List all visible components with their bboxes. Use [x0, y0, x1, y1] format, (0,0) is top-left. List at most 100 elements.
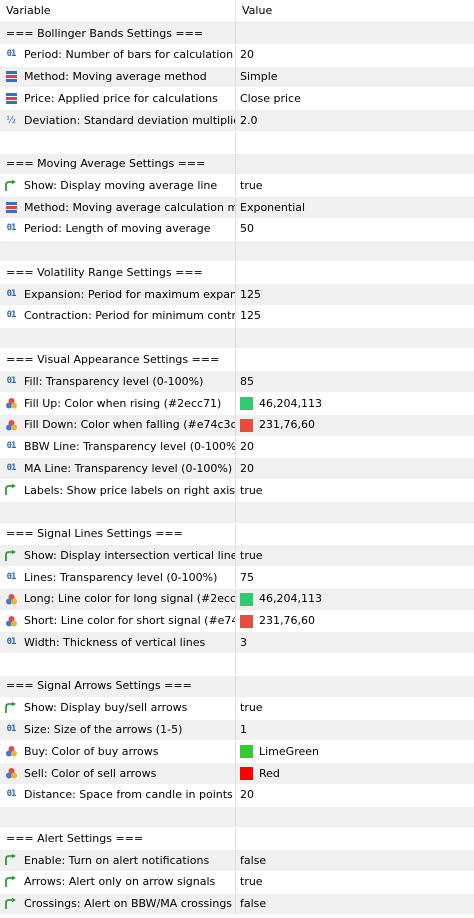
color-swatch[interactable] — [240, 766, 253, 780]
value-cell[interactable]: 125 — [236, 306, 474, 327]
variable-cell: === Signal Lines Settings === — [0, 523, 236, 545]
value-cell[interactable]: true — [236, 175, 474, 196]
section-header-row[interactable]: === Signal Lines Settings === — [0, 523, 474, 546]
value-cell[interactable]: false — [236, 850, 474, 871]
value-cell[interactable]: Exponential — [236, 197, 474, 218]
parameter-value: false — [240, 897, 267, 911]
parameter-row[interactable]: Method: Moving average calculation m... E… — [0, 197, 474, 219]
parameter-row[interactable]: 01 Expansion: Period for maximum expan...… — [0, 284, 474, 306]
parameter-row[interactable]: Method: Moving average method Simple — [0, 66, 474, 89]
variable-label: BBW Line: Transparency level (0-100%) — [24, 440, 235, 454]
value-cell[interactable]: 20 — [236, 45, 474, 66]
parameter-row[interactable]: 01 Contraction: Period for minimum contr.… — [0, 305, 474, 328]
section-header-row[interactable]: === Visual Appearance Settings === — [0, 349, 474, 372]
value-cell[interactable]: 231,76,60 — [236, 415, 474, 436]
color-swatch[interactable] — [240, 396, 253, 410]
column-header-variable[interactable]: Variable — [0, 0, 236, 22]
variable-label: Period: Number of bars for calculation — [24, 48, 234, 62]
section-header-row[interactable]: === Alert Settings === — [0, 828, 474, 851]
parameter-row[interactable]: Arrows: Alert only on arrow signals true — [0, 871, 474, 894]
parameter-row[interactable]: 01 Period: Number of bars for calculation… — [0, 44, 474, 67]
column-header-value[interactable]: Value — [242, 4, 273, 17]
value-cell[interactable]: true — [236, 480, 474, 501]
variable-label: Period: Length of moving average — [24, 222, 211, 236]
color-swatch[interactable] — [240, 745, 253, 759]
parameter-row[interactable]: 01 Fill: Transparency level (0-100%) 85 — [0, 371, 474, 394]
value-cell[interactable]: true — [236, 698, 474, 719]
blank-row — [0, 501, 474, 524]
parameter-row[interactable]: 01 Period: Length of moving average 50 — [0, 218, 474, 241]
value-cell[interactable]: 85 — [236, 371, 474, 392]
value-cell[interactable]: 20 — [236, 785, 474, 806]
value-cell[interactable]: true — [236, 545, 474, 566]
variable-cell — [0, 327, 236, 349]
variable-cell: === Moving Average Settings === — [0, 153, 236, 175]
parameter-row[interactable]: ½ Deviation: Standard deviation multiplie… — [0, 110, 474, 132]
parameter-row[interactable]: Sell: Color of sell arrows Red — [0, 763, 474, 785]
parameter-row[interactable]: 01 BBW Line: Transparency level (0-100%) 2… — [0, 436, 474, 459]
variable-cell: 01 Period: Length of moving average — [0, 218, 236, 240]
section-header-row[interactable]: === Volatility Range Settings === — [0, 262, 474, 285]
color-swatch[interactable] — [240, 592, 253, 606]
parameter-row[interactable]: Price: Applied price for calculations Clo… — [0, 88, 474, 111]
variable-cell: Show: Display moving average line — [0, 175, 236, 197]
parameter-value: true — [240, 483, 263, 497]
bool-type-icon — [4, 701, 18, 715]
color-swatch[interactable] — [240, 418, 253, 432]
value-cell[interactable]: 46,204,113 — [236, 393, 474, 414]
int-type-icon: 01 — [6, 310, 17, 321]
value-cell[interactable]: false — [236, 894, 474, 915]
value-cell[interactable]: 231,76,60 — [236, 611, 474, 632]
bool-type-icon — [4, 179, 18, 193]
section-header-row[interactable]: === Bollinger Bands Settings === — [0, 23, 474, 45]
value-cell[interactable]: true — [236, 872, 474, 893]
parameter-row[interactable]: Long: Line color for long signal (#2ecc.… — [0, 588, 474, 611]
value-cell — [236, 328, 474, 349]
variable-cell: Sell: Color of sell arrows — [0, 763, 236, 784]
value-cell[interactable]: 3 — [236, 632, 474, 653]
parameter-row[interactable]: Short: Line color for short signal (#e74… — [0, 610, 474, 633]
parameter-row[interactable]: 01 Size: Size of the arrows (1-5) 1 — [0, 719, 474, 742]
enum-type-icon — [4, 92, 18, 106]
variable-cell — [0, 501, 236, 523]
value-cell[interactable]: 50 — [236, 219, 474, 240]
value-cell[interactable]: 20 — [236, 458, 474, 479]
parameter-row[interactable]: Show: Display buy/sell arrows true — [0, 697, 474, 720]
variable-label: Long: Line color for long signal (#2ecc.… — [24, 592, 235, 606]
variable-cell: Enable: Turn on alert notifications — [0, 850, 236, 871]
section-header-row[interactable]: === Signal Arrows Settings === — [0, 675, 474, 698]
parameter-row[interactable]: Enable: Turn on alert notifications false — [0, 850, 474, 872]
value-cell[interactable]: Red — [236, 763, 474, 784]
value-cell — [236, 262, 474, 283]
value-cell[interactable]: 2.0 — [236, 110, 474, 131]
parameter-row[interactable]: Crossings: Alert on BBW/MA crossings fals… — [0, 893, 474, 916]
variable-label: Width: Thickness of vertical lines — [24, 635, 206, 649]
parameter-row[interactable]: Labels: Show price labels on right axis t… — [0, 480, 474, 502]
variable-label: Enable: Turn on alert notifications — [24, 853, 210, 867]
parameter-row[interactable]: Buy: Color of buy arrows LimeGreen — [0, 741, 474, 764]
variable-cell: 01 BBW Line: Transparency level (0-100%) — [0, 436, 236, 458]
parameter-value: false — [240, 853, 267, 867]
value-cell[interactable]: 125 — [236, 284, 474, 305]
value-cell[interactable]: 20 — [236, 437, 474, 458]
value-cell[interactable]: 75 — [236, 567, 474, 588]
parameter-row[interactable]: Fill Up: Color when rising (#2ecc71) 46,2… — [0, 393, 474, 415]
variable-label: Show: Display intersection vertical line… — [24, 548, 235, 562]
parameter-row[interactable]: Fill Down: Color when falling (#e74c3c) 2… — [0, 414, 474, 437]
value-cell[interactable]: 1 — [236, 720, 474, 741]
color-swatch[interactable] — [240, 614, 253, 628]
section-header-row[interactable]: === Moving Average Settings === — [0, 153, 474, 176]
parameter-row[interactable]: Show: Display intersection vertical line… — [0, 545, 474, 568]
parameter-row[interactable]: 01 MA Line: Transparency level (0-100%) 20 — [0, 458, 474, 481]
parameter-row[interactable]: 01 Distance: Space from candle in points 2… — [0, 784, 474, 807]
variable-label: Sell: Color of sell arrows — [24, 766, 157, 780]
value-cell[interactable]: 46,204,113 — [236, 589, 474, 610]
parameter-value: 3 — [240, 635, 247, 649]
parameter-row[interactable]: Show: Display moving average line true — [0, 175, 474, 198]
int-type-icon: 01 — [6, 223, 17, 234]
parameter-row[interactable]: 01 Width: Thickness of vertical lines 3 — [0, 632, 474, 655]
value-cell[interactable]: LimeGreen — [236, 741, 474, 762]
value-cell[interactable]: Simple — [236, 67, 474, 88]
value-cell[interactable]: Close price — [236, 88, 474, 109]
parameter-row[interactable]: 01 Lines: Transparency level (0-100%) 75 — [0, 567, 474, 589]
